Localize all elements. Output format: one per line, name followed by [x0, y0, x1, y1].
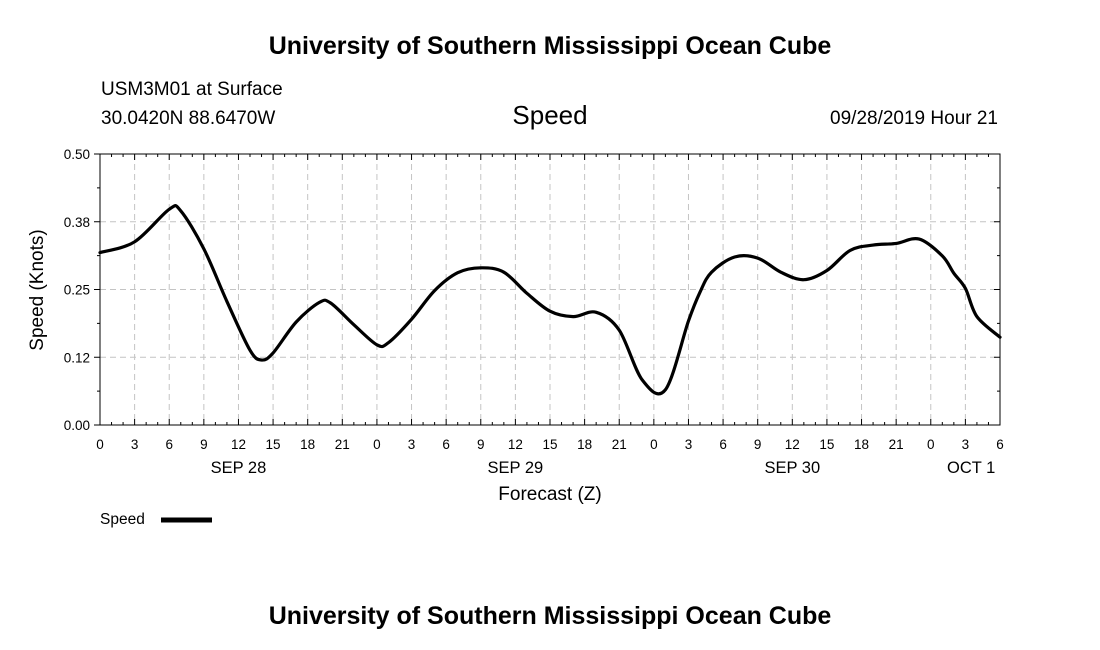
x-tick-label: 0 [927, 437, 935, 452]
date-label: SEP 29 [488, 459, 544, 477]
x-tick-label: 9 [200, 437, 208, 452]
y-tick-label: 0.50 [64, 147, 90, 162]
x-tick-label: 3 [408, 437, 416, 452]
y-tick-labels: 0.00 0.12 0.25 0.38 0.50 [64, 147, 90, 433]
y-tick-label: 0.25 [64, 283, 90, 298]
x-tick-label: 21 [612, 437, 627, 452]
x-tick-label: 6 [165, 437, 173, 452]
date-label: OCT 1 [947, 459, 995, 477]
grid-lines [100, 154, 1000, 425]
legend: Speed [100, 511, 212, 528]
x-tick-label: 18 [577, 437, 592, 452]
x-tick-label: 21 [335, 437, 350, 452]
x-tick-labels: 0 3 6 9 12 15 18 21 0 3 6 9 12 15 18 21 0 3 6 9 12 15 18 21 0 3 6 [96, 437, 1004, 452]
x-tick-label: 9 [477, 437, 485, 452]
x-tick-label: 21 [889, 437, 904, 452]
x-tick-label: 3 [131, 437, 139, 452]
date-label: SEP 30 [764, 459, 820, 477]
date-label: SEP 28 [211, 459, 267, 477]
x-tick-label: 6 [719, 437, 727, 452]
datetime-label: 09/28/2019 Hour 21 [830, 108, 998, 129]
speed-series-line [98, 204, 1002, 396]
y-tick-label: 0.00 [64, 418, 90, 433]
x-tick-label: 15 [542, 437, 557, 452]
y-tick-label: 0.12 [64, 350, 90, 365]
x-tick-label: 0 [373, 437, 381, 452]
x-axis-title: Forecast (Z) [498, 484, 601, 505]
x-tick-label: 0 [650, 437, 658, 452]
x-tick-label: 12 [231, 437, 246, 452]
page-title: University of Southern Mississippi Ocean… [269, 32, 832, 60]
station-label: USM3M01 at Surface [101, 79, 283, 100]
x-tick-label: 12 [785, 437, 800, 452]
y-tick-label: 0.38 [64, 215, 90, 230]
date-labels: SEP 28 SEP 29 SEP 30 OCT 1 [211, 459, 996, 477]
y-axis-title: Speed (Knots) [27, 229, 48, 350]
x-tick-label: 18 [854, 437, 869, 452]
x-tick-label: 3 [685, 437, 693, 452]
x-tick-label: 9 [754, 437, 762, 452]
x-tick-label: 6 [442, 437, 450, 452]
location-label: 30.0420N 88.6470W [101, 108, 275, 129]
x-tick-label: 18 [300, 437, 315, 452]
chart-title: Speed [512, 100, 587, 130]
legend-label: Speed [100, 511, 145, 528]
x-tick-label: 0 [96, 437, 104, 452]
x-tick-label: 3 [962, 437, 970, 452]
footer-title: University of Southern Mississippi Ocean… [269, 602, 832, 630]
x-tick-label: 15 [266, 437, 281, 452]
plot-frame [99, 153, 1001, 426]
x-tick-label: 15 [819, 437, 834, 452]
x-tick-label: 12 [508, 437, 523, 452]
x-tick-label: 6 [996, 437, 1004, 452]
